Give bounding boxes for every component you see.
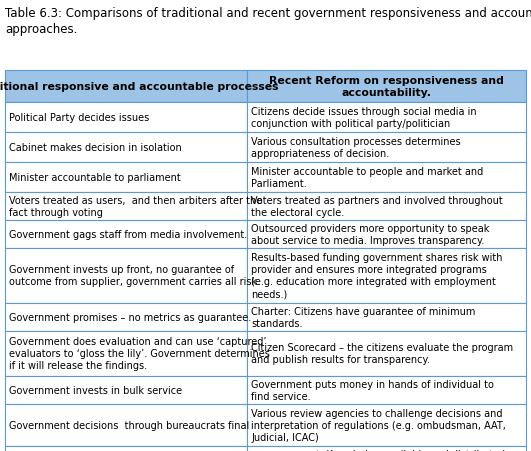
Text: Government promises – no metrics as guarantee.: Government promises – no metrics as guar… [9, 312, 251, 322]
Bar [247, 133, 526, 163]
Bar [247, 193, 526, 221]
Bar [247, 404, 526, 446]
Text: Voters treated as partners and involved throughout
the electoral cycle.: Voters treated as partners and involved … [251, 196, 503, 217]
Text: Political Party decides issues: Political Party decides issues [9, 113, 149, 123]
Text: Citizen Scorecard – the citizens evaluate the program
and publish results for tr: Citizen Scorecard – the citizens evaluat… [251, 343, 513, 365]
Text: Government decisions  through bureaucrats final: Government decisions through bureaucrats… [9, 420, 249, 430]
Text: Government invests up front, no guarantee of
outcome from supplier, government c: Government invests up front, no guarante… [9, 265, 260, 287]
Text: Government invests in bulk service: Government invests in bulk service [9, 385, 182, 395]
Text: Voters treated as users,  and then arbiters after the
fact through voting: Voters treated as users, and then arbite… [9, 196, 262, 217]
Bar [5, 249, 247, 304]
Text: Minister accountable to people and market and
Parliament.: Minister accountable to people and marke… [251, 166, 484, 189]
Bar [5, 221, 247, 249]
Bar [247, 331, 526, 376]
Text: Traditional responsive and accountable processes: Traditional responsive and accountable p… [0, 82, 279, 92]
Text: Outsourced providers more opportunity to speak
about service to media. Improves : Outsourced providers more opportunity to… [251, 224, 490, 245]
Text: approaches.: approaches. [5, 23, 78, 36]
Bar [247, 163, 526, 193]
Bar [5, 304, 247, 331]
Bar [5, 331, 247, 376]
Bar [5, 376, 247, 404]
Bar [5, 133, 247, 163]
Bar [5, 163, 247, 193]
Text: Government does evaluation and can use ‘captured’
evaluators to ‘gloss the lily’: Government does evaluation and can use ‘… [9, 337, 270, 371]
Text: Results-based funding government shares risk with
provider and ensures more inte: Results-based funding government shares … [251, 253, 503, 299]
Text: Various review agencies to challenge decisions and
interpretation of regulations: Various review agencies to challenge dec… [251, 408, 506, 442]
Text: Government puts money in hands of individual to
find service.: Government puts money in hands of indivi… [251, 379, 494, 401]
Bar [247, 376, 526, 404]
Text: Cabinet makes decision in isolation: Cabinet makes decision in isolation [9, 143, 182, 152]
Bar [5, 446, 247, 451]
Bar [247, 71, 526, 103]
Bar [5, 404, 247, 446]
Text: Government gags staff from media involvement.: Government gags staff from media involve… [9, 230, 247, 239]
Bar [247, 103, 526, 133]
Text: Recent Reform on responsiveness and
accountability.: Recent Reform on responsiveness and acco… [269, 76, 504, 98]
Text: Table 6.3: Comparisons of traditional and recent government responsiveness and a: Table 6.3: Comparisons of traditional an… [5, 7, 531, 20]
Text: Various consultation processes determines
appropriateness of decision.: Various consultation processes determine… [251, 137, 461, 159]
Text: Citizens decide issues through social media in
conjunction with political party/: Citizens decide issues through social me… [251, 107, 477, 129]
Text: Charter: Citizens have guarantee of minimum
standards.: Charter: Citizens have guarantee of mini… [251, 306, 476, 328]
Bar [247, 221, 526, 249]
Bar [247, 249, 526, 304]
Text: e-government: Knowledge available and distributed
electronically.: e-government: Knowledge available and di… [251, 449, 506, 451]
Bar [5, 103, 247, 133]
Text: Minister accountable to parliament: Minister accountable to parliament [9, 173, 181, 183]
Bar [247, 446, 526, 451]
Bar [247, 304, 526, 331]
Bar [5, 71, 247, 103]
Bar [5, 193, 247, 221]
